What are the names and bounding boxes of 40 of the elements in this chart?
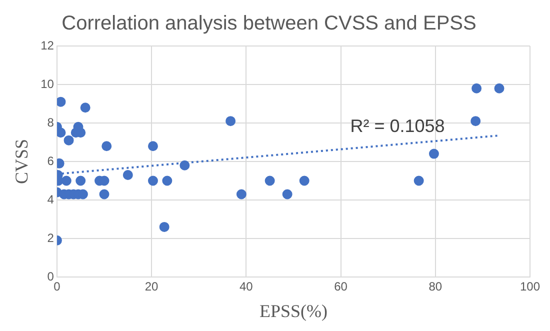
point xyxy=(61,176,72,186)
point xyxy=(282,189,292,200)
y-axis-title: CVSS xyxy=(12,138,32,184)
y-tick-label: 2 xyxy=(47,230,54,245)
point xyxy=(148,141,158,152)
y-tick-label: 8 xyxy=(47,115,54,130)
y-tick-label: 0 xyxy=(47,269,54,284)
point xyxy=(472,83,482,94)
point xyxy=(299,176,310,186)
point xyxy=(148,176,158,186)
point xyxy=(414,176,424,186)
y-tick-label: 6 xyxy=(47,154,54,168)
point xyxy=(226,116,236,126)
point xyxy=(180,160,190,170)
point xyxy=(162,176,172,186)
y-tick-label: 12 xyxy=(40,38,54,52)
x-tick-label: 40 xyxy=(239,280,254,294)
point xyxy=(236,189,246,200)
point xyxy=(80,102,90,113)
chart-title: Correlation analysis between CVSS and EPSS xyxy=(62,12,476,35)
x-axis-title: EPSS(%) xyxy=(259,300,328,321)
point xyxy=(122,170,133,180)
y-tick-label: 4 xyxy=(47,192,54,206)
y-tick-label: 10 xyxy=(40,76,54,91)
point xyxy=(102,141,112,152)
point xyxy=(428,148,439,159)
point xyxy=(99,189,110,200)
point xyxy=(56,128,66,138)
point xyxy=(159,222,170,232)
x-tick-label: 60 xyxy=(334,280,348,294)
point xyxy=(494,83,504,94)
point xyxy=(64,135,74,146)
point xyxy=(76,176,86,186)
point xyxy=(470,116,481,126)
x-tick-label: 80 xyxy=(428,280,442,294)
x-tick-label: 100 xyxy=(520,280,540,294)
point xyxy=(56,96,66,107)
x-tick-label: 20 xyxy=(144,280,159,294)
point xyxy=(264,176,275,186)
annotation: R² = 0.1058 xyxy=(350,116,445,136)
